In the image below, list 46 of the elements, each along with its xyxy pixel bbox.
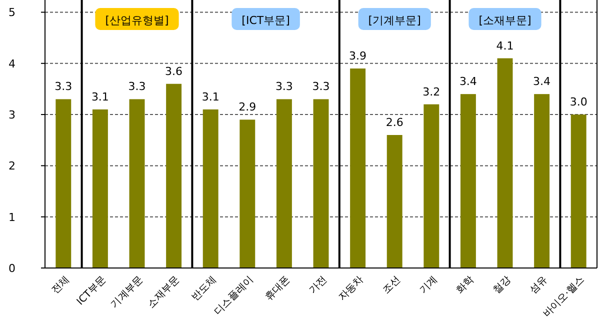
x-tick-label: 조선 bbox=[380, 274, 403, 296]
data-label: 3.9 bbox=[349, 50, 367, 62]
y-tick-label: 2 bbox=[8, 160, 16, 173]
bar bbox=[424, 104, 440, 268]
bar bbox=[460, 94, 476, 268]
y-tick-label: 3 bbox=[8, 108, 16, 122]
data-label: 3.3 bbox=[54, 80, 72, 94]
bar bbox=[313, 99, 329, 268]
data-label: 3.1 bbox=[202, 90, 220, 104]
data-label: 4.1 bbox=[496, 39, 514, 52]
data-label: 3.0 bbox=[570, 96, 588, 109]
y-tick-label: 5 bbox=[8, 6, 16, 20]
bar bbox=[92, 109, 108, 268]
bar bbox=[350, 68, 366, 268]
annotation: [기계부문] bbox=[368, 14, 421, 27]
x-tick-label: 화학 bbox=[454, 274, 476, 296]
y-tick-label: 1 bbox=[8, 210, 16, 224]
bar bbox=[570, 114, 586, 268]
data-label: 3.2 bbox=[422, 85, 440, 98]
bar bbox=[202, 109, 218, 268]
annotation: [산업유형별] bbox=[105, 14, 169, 27]
data-label: 3.6 bbox=[165, 64, 183, 78]
bar bbox=[534, 94, 550, 268]
annotation: [소재부문] bbox=[478, 14, 532, 27]
y-tick-label: 4 bbox=[8, 57, 16, 70]
annotation: [ICT부문] bbox=[242, 14, 290, 27]
data-label: 2.9 bbox=[238, 100, 256, 114]
bar bbox=[497, 58, 513, 268]
bar bbox=[386, 135, 402, 268]
data-label: 3.4 bbox=[533, 75, 551, 88]
x-tick-label: 기계 bbox=[418, 274, 440, 296]
data-label: 3.3 bbox=[128, 80, 146, 94]
data-label: 3.4 bbox=[459, 75, 477, 88]
data-label: 3.3 bbox=[275, 80, 293, 94]
bar bbox=[276, 99, 292, 268]
bar bbox=[240, 120, 256, 268]
x-tick-label: 철강 bbox=[491, 274, 514, 296]
data-label: 3.3 bbox=[312, 80, 330, 94]
data-label: 3.1 bbox=[91, 90, 109, 104]
bar bbox=[129, 99, 145, 268]
x-tick-label: 전체 bbox=[50, 274, 72, 296]
bar bbox=[166, 84, 182, 268]
x-tick-label: 가전 bbox=[307, 274, 330, 296]
bar bbox=[56, 99, 72, 268]
y-tick-label: 0 bbox=[8, 262, 16, 275]
data-label: 2.6 bbox=[386, 116, 404, 129]
